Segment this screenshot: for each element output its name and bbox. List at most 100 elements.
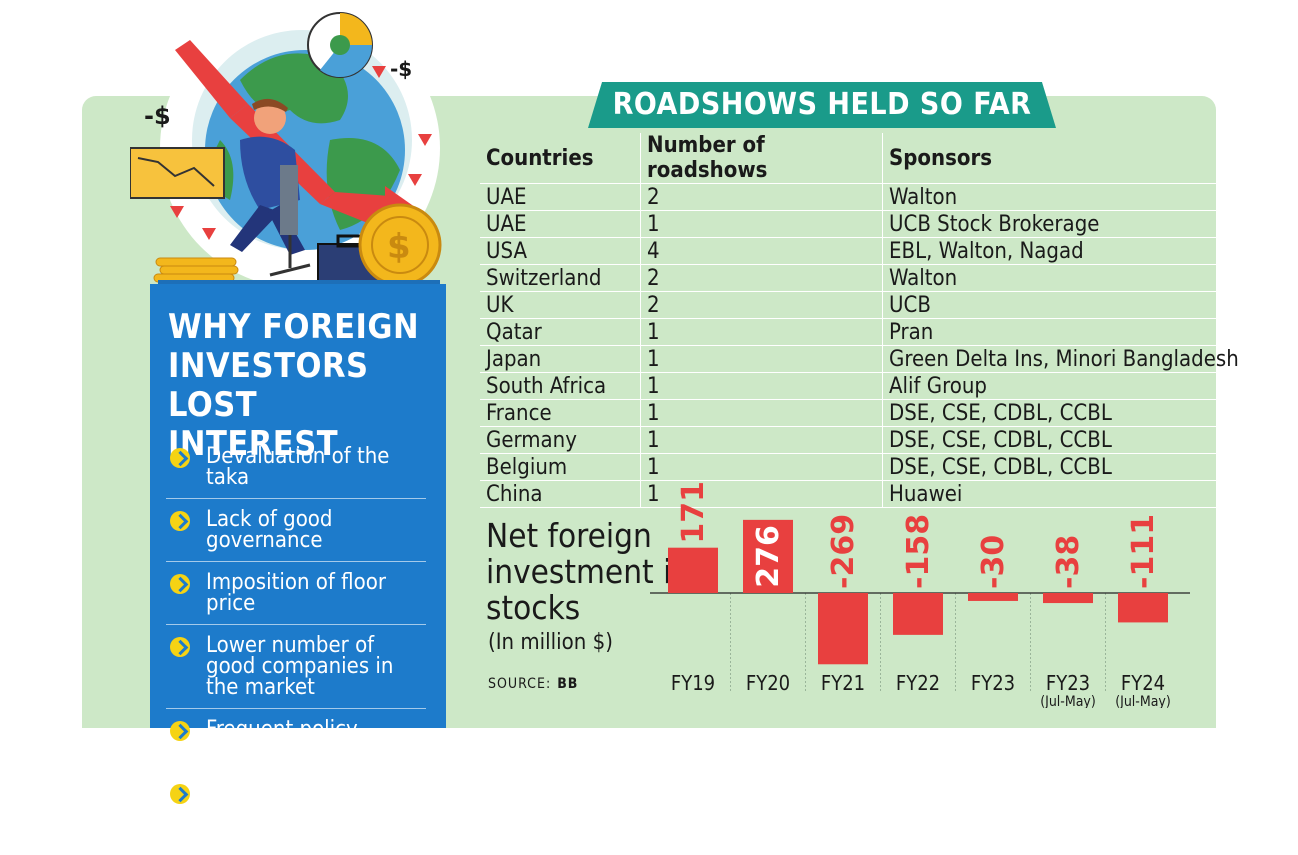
list-item: Worsening macroeconomic outlook <box>166 772 426 855</box>
header-countries: Countries <box>480 133 641 184</box>
value-label: -30 <box>976 535 1011 589</box>
cell-country: Switzerland <box>480 264 641 292</box>
table-row: China 1 Huawei <box>480 480 1245 508</box>
table-row: France 1 DSE, CSE, CDBL, CCBL <box>480 399 1245 427</box>
cell-number: 1 <box>640 480 883 508</box>
reason-text: Frequent policy changes <box>206 717 358 763</box>
reasons-title-line: INVESTORS LOST <box>168 346 369 425</box>
category-label: FY20 <box>746 671 790 695</box>
bar-fy23 <box>968 593 1018 601</box>
table-header-row: Countries Number of roadshows Sponsors <box>480 133 1245 184</box>
bar-fy21 <box>818 593 868 665</box>
reason-text: Worsening macroeconomic outlook <box>206 780 364 847</box>
value-label: -111 <box>1126 514 1161 589</box>
cell-country: Japan <box>480 345 641 373</box>
value-label: 171 <box>676 481 711 544</box>
bar-fy23 <box>1043 593 1093 604</box>
cell-sponsor: DSE, CSE, CDBL, CCBL <box>881 426 1245 454</box>
category-label: FY23 <box>1046 671 1090 695</box>
reason-text: Devaluation of the taka <box>206 444 390 490</box>
arrow-bullet-icon <box>170 511 190 531</box>
investor-illustration: -$ -$ $ <box>130 8 442 288</box>
cell-country: France <box>480 399 641 427</box>
cell-number: 1 <box>640 426 883 454</box>
table-row: UAE 2 Walton <box>480 183 1245 211</box>
cell-sponsor: EBL, Walton, Nagad <box>881 237 1245 265</box>
header-sponsors: Sponsors <box>881 133 1245 184</box>
cell-number: 1 <box>640 318 883 346</box>
office-chair-icon <box>269 165 311 277</box>
chart-title-line: Net foreign <box>486 516 652 555</box>
list-item: Devaluation of the taka <box>166 436 426 499</box>
pie-chart-icon <box>307 12 373 78</box>
arrow-bullet-icon <box>170 448 190 468</box>
cell-number: 1 <box>640 399 883 427</box>
cell-sponsor: Alif Group <box>881 372 1245 400</box>
list-item: Imposition of floor price <box>166 562 426 625</box>
category-label: FY21 <box>821 671 865 695</box>
category-label: FY19 <box>671 671 715 695</box>
reasons-title-line: INTEREST <box>168 424 339 464</box>
cell-country: UAE <box>480 183 641 211</box>
cell-sponsor: DSE, CSE, CDBL, CCBL <box>881 399 1245 427</box>
cell-sponsor: UCB Stock Brokerage <box>881 210 1245 238</box>
cell-country: China <box>480 480 641 508</box>
gold-coin-icon: $ <box>358 203 442 287</box>
reasons-list: Devaluation of the taka Lack of good gov… <box>166 436 426 855</box>
cell-sponsor: Walton <box>881 264 1245 292</box>
list-item: Frequent policy changes <box>166 709 426 772</box>
reason-text: Lack of good governance <box>206 507 333 553</box>
roadshows-title-tab: ROADSHOWS HELD SO FAR <box>588 82 1056 128</box>
chart-title-line: stocks <box>486 588 581 627</box>
category-sublabel: (Jul-May) <box>1115 694 1171 708</box>
cell-country: Qatar <box>480 318 641 346</box>
table-row: UK 2 UCB <box>480 291 1245 319</box>
cell-number: 4 <box>640 237 883 265</box>
reason-text: Imposition of floor price <box>206 570 386 616</box>
bar-fy20 <box>743 519 793 593</box>
cell-country: USA <box>480 237 641 265</box>
table-row: USA 4 EBL, Walton, Nagad <box>480 237 1245 265</box>
table-row: Germany 1 DSE, CSE, CDBL, CCBL <box>480 426 1245 454</box>
cell-country: UK <box>480 291 641 319</box>
cell-country: Germany <box>480 426 641 454</box>
roadshows-table: Countries Number of roadshows Sponsors U… <box>480 133 1245 508</box>
table-row: Qatar 1 Pran <box>480 318 1245 346</box>
table-row: UAE 1 UCB Stock Brokerage <box>480 210 1245 238</box>
bar-fy22 <box>893 593 943 635</box>
category-label: FY22 <box>896 671 940 695</box>
cell-number: 2 <box>640 183 883 211</box>
cell-number: 2 <box>640 291 883 319</box>
table-row: Belgium 1 DSE, CSE, CDBL, CCBL <box>480 453 1245 481</box>
arrow-bullet-icon <box>170 784 190 804</box>
source-note: SOURCE: BB <box>488 676 578 692</box>
category-sublabel: (Jul-May) <box>1040 694 1096 708</box>
list-item: Lower number of good companies in the ma… <box>166 625 426 709</box>
chart-unit: (In million $) <box>488 630 613 655</box>
list-item: Lack of good governance <box>166 499 426 562</box>
cell-sponsor: Walton <box>881 183 1245 211</box>
cell-sponsor: UCB <box>881 291 1245 319</box>
cell-number: 1 <box>640 210 883 238</box>
cell-sponsor: Pran <box>881 318 1245 346</box>
minus-dollar-label-right: -$ <box>390 57 412 81</box>
arrow-bullet-icon <box>170 637 190 657</box>
reasons-box: WHY FOREIGN INVESTORS LOST INTEREST Deva… <box>150 284 446 846</box>
category-label: FY24 <box>1121 671 1165 695</box>
reasons-title: WHY FOREIGN INVESTORS LOST INTEREST <box>168 308 446 464</box>
value-label: -38 <box>1051 535 1086 589</box>
small-chart-card-icon <box>130 147 225 199</box>
table-row: Switzerland 2 Walton <box>480 264 1245 292</box>
header-number: Number of roadshows <box>640 133 883 184</box>
value-label: -269 <box>826 514 861 589</box>
svg-text:$: $ <box>387 227 411 267</box>
chart-title: Net foreign investment in stocks <box>486 518 690 626</box>
cell-country: Belgium <box>480 453 641 481</box>
cell-number: 1 <box>640 372 883 400</box>
bar-fy24 <box>1118 593 1168 623</box>
cell-sponsor: DSE, CSE, CDBL, CCBL <box>881 453 1245 481</box>
cell-sponsor: Huawei <box>881 480 1245 508</box>
cell-country: UAE <box>480 210 641 238</box>
cell-country: South Africa <box>480 372 641 400</box>
cell-number: 1 <box>640 453 883 481</box>
